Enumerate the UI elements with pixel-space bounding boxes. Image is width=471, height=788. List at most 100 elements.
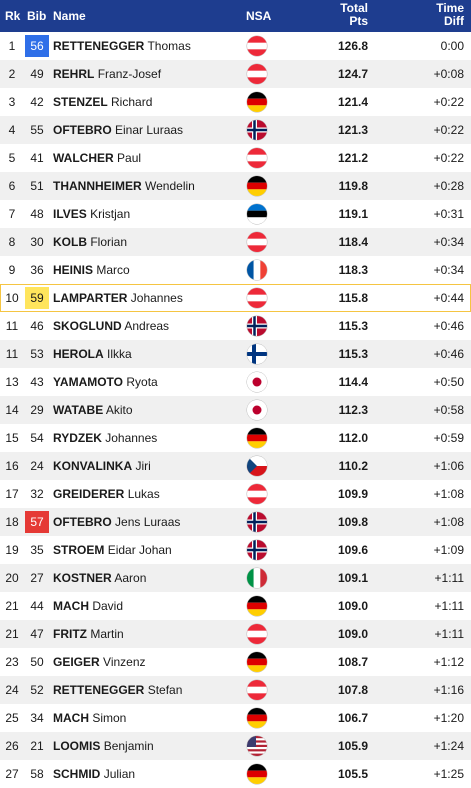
table-row[interactable]: 15 54 RYDZEK Johannes 112.0 +0:59 <box>0 424 471 452</box>
fin-flag-icon <box>247 344 267 364</box>
athlete-first-name: Akito <box>105 403 133 417</box>
table-row[interactable]: 14 29 WATABE Akito 112.3 +0:58 <box>0 396 471 424</box>
table-row[interactable]: 8 30 KOLB Florian 118.4 +0:34 <box>0 228 471 256</box>
bib-cell: 58 <box>30 767 44 781</box>
athlete-name[interactable]: LAMPARTER Johannes <box>53 284 238 312</box>
athlete-first-name: Franz-Josef <box>97 67 162 81</box>
table-row[interactable]: 10 59 LAMPARTER Johannes 115.8 +0:44 <box>0 284 471 312</box>
total-points: 121.3 <box>337 123 368 137</box>
athlete-name[interactable]: YAMAMOTO Ryota <box>53 368 238 396</box>
table-row[interactable]: 21 47 FRITZ Martin 109.0 +1:11 <box>0 620 471 648</box>
athlete-name[interactable]: WALCHER Paul <box>53 144 238 172</box>
table-row[interactable]: 11 53 HEROLA Ilkka 115.3 +0:46 <box>0 340 471 368</box>
table-row[interactable]: 19 35 STROEM Eidar Johan 109.6 +1:09 <box>0 536 471 564</box>
table-row[interactable]: 16 24 KONVALINKA Jiri 110.2 +1:06 <box>0 452 471 480</box>
athlete-name[interactable]: HEINIS Marco <box>53 256 238 284</box>
athlete-name[interactable]: RETTENEGGER Stefan <box>53 676 238 704</box>
bib-cell: 44 <box>30 599 44 613</box>
athlete-first-name: Benjamin <box>103 739 154 753</box>
bib-cell: 32 <box>30 487 44 501</box>
athlete-first-name: Johannes <box>105 431 158 445</box>
header-name[interactable]: Name <box>53 9 86 23</box>
table-row[interactable]: 27 58 SCHMID Julian 105.5 +1:25 <box>0 760 471 788</box>
time-diff: +1:11 <box>434 599 464 613</box>
athlete-name[interactable]: KOLB Florian <box>53 228 238 256</box>
athlete-first-name: Andreas <box>124 319 170 333</box>
athlete-name[interactable]: OFTEBRO Jens Luraas <box>53 508 238 536</box>
table-row[interactable]: 5 41 WALCHER Paul 121.2 +0:22 <box>0 144 471 172</box>
athlete-name[interactable]: HEROLA Ilkka <box>53 340 238 368</box>
time-diff: +0:59 <box>433 431 464 445</box>
header-rank[interactable]: Rk <box>5 9 21 23</box>
time-diff: +0:31 <box>433 207 464 221</box>
athlete-name[interactable]: LOOMIS Benjamin <box>53 732 238 760</box>
athlete-name[interactable]: REHRL Franz-Josef <box>53 60 238 88</box>
athlete-name[interactable]: SCHMID Julian <box>53 760 238 788</box>
total-points: 109.8 <box>337 515 368 529</box>
athlete-first-name: Lukas <box>127 487 160 501</box>
athlete-name[interactable]: OFTEBRO Einar Luraas <box>53 116 238 144</box>
nor-flag-icon <box>247 120 267 140</box>
table-row[interactable]: 4 55 OFTEBRO Einar Luraas 121.3 +0:22 <box>0 116 471 144</box>
athlete-name[interactable]: GREIDERER Lukas <box>53 480 238 508</box>
bib-cell: 29 <box>30 403 44 417</box>
athlete-name[interactable]: MACH David <box>53 592 238 620</box>
ger-flag-icon <box>247 176 267 196</box>
table-row[interactable]: 24 52 RETTENEGGER Stefan 107.8 +1:16 <box>0 676 471 704</box>
nor-flag-icon <box>247 540 267 560</box>
athlete-name[interactable]: RYDZEK Johannes <box>53 424 238 452</box>
table-row[interactable]: 3 42 STENZEL Richard 121.4 +0:22 <box>0 88 471 116</box>
athlete-name[interactable]: GEIGER Vinzenz <box>53 648 238 676</box>
athlete-name[interactable]: THANNHEIMER Wendelin <box>53 172 238 200</box>
athlete-name[interactable]: KONVALINKA Jiri <box>53 452 238 480</box>
table-row[interactable]: 17 32 GREIDERER Lukas 109.9 +1:08 <box>0 480 471 508</box>
rank-cell: 20 <box>5 571 19 585</box>
total-points: 109.0 <box>337 627 368 641</box>
athlete-last-name: SKOGLUND <box>53 319 122 333</box>
athlete-name[interactable]: ILVES Kristjan <box>53 200 238 228</box>
bib-cell: 30 <box>30 235 44 249</box>
athlete-name[interactable]: FRITZ Martin <box>53 620 238 648</box>
table-row[interactable]: 23 50 GEIGER Vinzenz 108.7 +1:12 <box>0 648 471 676</box>
table-row[interactable]: 2 49 REHRL Franz-Josef 124.7 +0:08 <box>0 60 471 88</box>
total-points: 112.3 <box>338 403 368 417</box>
est-flag-icon <box>247 204 267 224</box>
total-points: 115.8 <box>338 291 368 305</box>
athlete-last-name: KOSTNER <box>53 571 112 585</box>
total-points: 112.0 <box>338 431 368 445</box>
table-row[interactable]: 25 34 MACH Simon 106.7 +1:20 <box>0 704 471 732</box>
header-bib[interactable]: Bib <box>27 9 47 23</box>
table-row[interactable]: 13 43 YAMAMOTO Ryota 114.4 +0:50 <box>0 368 471 396</box>
athlete-name[interactable]: SKOGLUND Andreas <box>53 312 238 340</box>
rank-cell: 16 <box>5 459 19 473</box>
athlete-name[interactable]: WATABE Akito <box>53 396 238 424</box>
athlete-first-name: Ryota <box>126 375 158 389</box>
athlete-name[interactable]: STENZEL Richard <box>53 88 238 116</box>
table-row[interactable]: 9 36 HEINIS Marco 118.3 +0:34 <box>0 256 471 284</box>
fra-flag-icon <box>247 260 267 280</box>
athlete-name[interactable]: KOSTNER Aaron <box>53 564 238 592</box>
table-row[interactable]: 6 51 THANNHEIMER Wendelin 119.8 +0:28 <box>0 172 471 200</box>
table-row[interactable]: 20 27 KOSTNER Aaron 109.1 +1:11 <box>0 564 471 592</box>
table-row[interactable]: 26 21 LOOMIS Benjamin 105.9 +1:24 <box>0 732 471 760</box>
athlete-name[interactable]: STROEM Eidar Johan <box>53 536 238 564</box>
table-row[interactable]: 21 44 MACH David 109.0 +1:11 <box>0 592 471 620</box>
header-total-pts[interactable]: Total Pts <box>340 2 368 28</box>
header-time-diff[interactable]: Time Diff <box>436 2 464 28</box>
header-nsa[interactable]: NSA <box>246 9 272 23</box>
rank-cell: 5 <box>8 151 16 165</box>
table-row[interactable]: 11 46 SKOGLUND Andreas 115.3 +0:46 <box>0 312 471 340</box>
table-row[interactable]: 18 57 OFTEBRO Jens Luraas 109.8 +1:08 <box>0 508 471 536</box>
rank-cell: 1 <box>8 39 16 53</box>
ger-flag-icon <box>247 652 267 672</box>
athlete-last-name: RYDZEK <box>53 431 102 445</box>
athlete-first-name: Ilkka <box>107 347 132 361</box>
athlete-last-name: SCHMID <box>53 767 101 781</box>
header-total-pts-line1: Total <box>340 1 368 15</box>
athlete-name[interactable]: RETTENEGGER Thomas <box>53 32 238 60</box>
table-row[interactable]: 1 56 RETTENEGGER Thomas 126.8 0:00 <box>0 32 471 60</box>
rank-cell: 3 <box>8 95 16 109</box>
athlete-name[interactable]: MACH Simon <box>53 704 238 732</box>
table-row[interactable]: 7 48 ILVES Kristjan 119.1 +0:31 <box>0 200 471 228</box>
header-total-pts-line2: Pts <box>349 14 368 28</box>
